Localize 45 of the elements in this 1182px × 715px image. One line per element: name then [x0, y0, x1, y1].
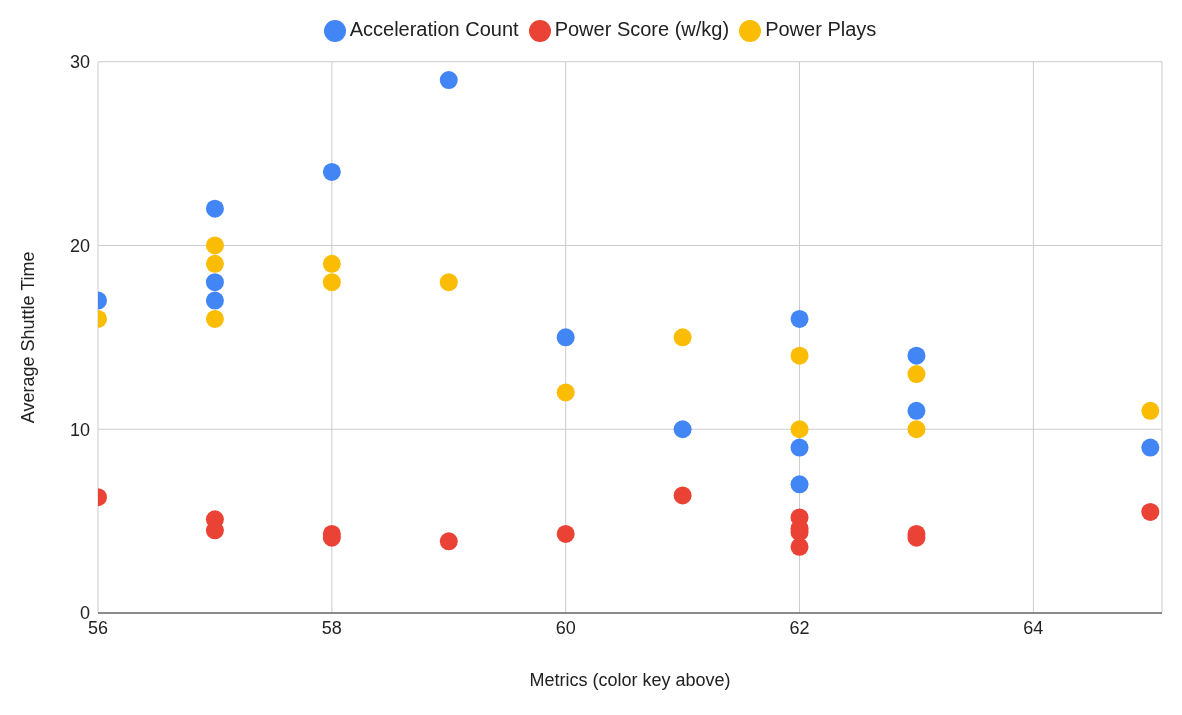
point: [907, 401, 926, 420]
point: [205, 273, 224, 292]
point: [790, 309, 809, 328]
point: [1141, 438, 1160, 457]
point: [1141, 502, 1160, 521]
x-tick-label: 60: [555, 617, 576, 638]
point: [790, 346, 809, 365]
point: [556, 524, 575, 543]
point: [205, 199, 224, 218]
y-tick-label: 0: [79, 603, 90, 624]
x-tick-label: 62: [789, 617, 810, 638]
x-tick-label: 64: [1023, 617, 1044, 638]
x-tick-label: 56: [87, 617, 109, 638]
legend-label: Power Plays: [765, 18, 877, 40]
point: [907, 420, 926, 439]
point: [205, 309, 224, 328]
point: [322, 162, 341, 181]
point: [673, 486, 692, 505]
point: [322, 254, 341, 273]
point: [1141, 401, 1160, 420]
legend-label: Acceleration Count: [349, 18, 519, 40]
point: [673, 328, 692, 347]
point: [439, 273, 458, 292]
point: [907, 346, 926, 365]
point: [790, 537, 809, 556]
point: [322, 273, 341, 292]
point: [205, 254, 224, 273]
point: [790, 438, 809, 457]
x-tick-label: 58: [321, 617, 342, 638]
point: [790, 475, 809, 494]
point: [205, 236, 224, 255]
y-tick-label: 30: [69, 52, 90, 73]
point: [673, 420, 692, 439]
y-tick-label: 20: [69, 235, 90, 256]
x-axis-title: Metrics (color key above): [529, 669, 731, 690]
point: [790, 420, 809, 439]
point: [439, 71, 458, 90]
point: [439, 532, 458, 551]
point: [907, 365, 926, 384]
y-tick-label: 10: [69, 419, 90, 440]
point: [205, 291, 224, 310]
y-axis-title: Average Shuttle Time: [18, 251, 39, 424]
legend-label: Power Score (w/kg): [554, 18, 730, 40]
point: [556, 328, 575, 347]
point: [556, 383, 575, 402]
